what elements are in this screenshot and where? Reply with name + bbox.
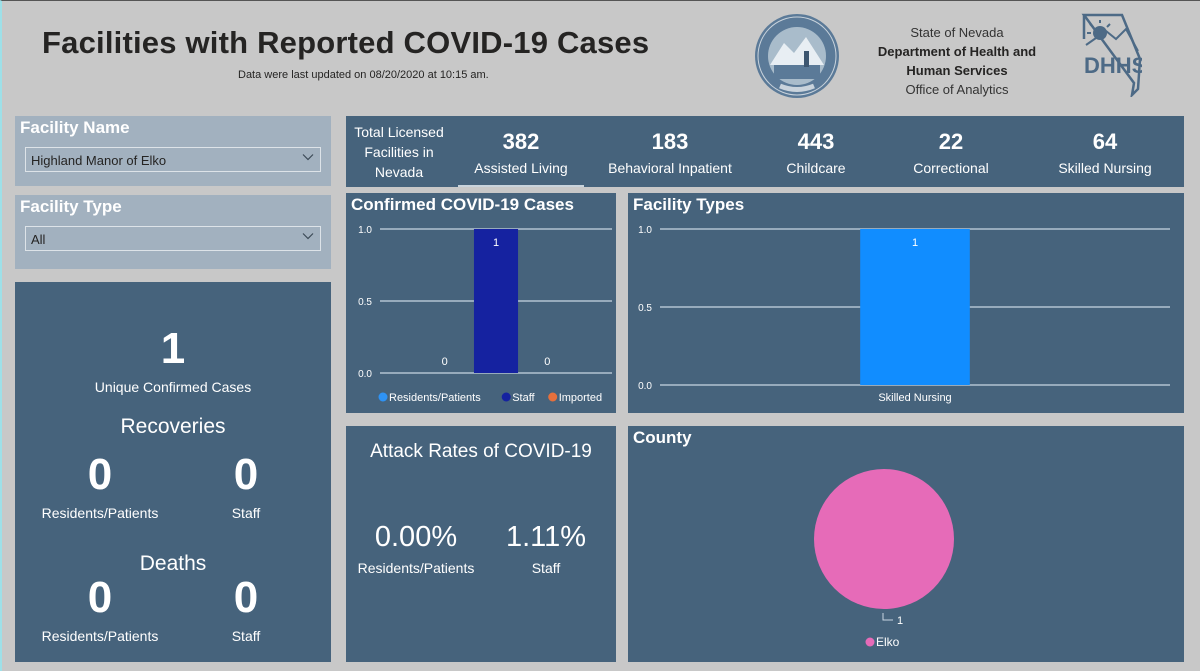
total-value: 443: [797, 129, 835, 154]
chevron-down-icon: [302, 154, 314, 161]
pie-slice-elko: [814, 469, 954, 609]
legend-marker: [865, 637, 875, 647]
total-value: 183: [651, 129, 689, 154]
deaths-staff-value: 0: [233, 573, 259, 622]
leader-line: [882, 613, 893, 621]
total-correctional[interactable]: 22 Correctional: [896, 129, 1006, 176]
total-value: 64: [1092, 129, 1118, 154]
svg-text:DHHS: DHHS: [1084, 53, 1142, 78]
org-office: Office of Analytics: [905, 82, 1009, 97]
confirmed-cases-chart-panel: Confirmed COVID-19 Cases 0.0 0.5 1.0 0 1 0 Res…: [346, 193, 616, 413]
dhhs-logo-icon: DHHS: [1081, 13, 1142, 97]
y-tick-label: 1.0: [358, 225, 372, 236]
chart-title: County: [633, 428, 692, 447]
data-label: 0: [544, 356, 550, 368]
total-behavioral-inpatient[interactable]: 183 Behavioral Inpatient: [596, 129, 744, 176]
total-value: 382: [502, 129, 540, 154]
attack-rate-staff: 1.11% Staff: [496, 521, 596, 576]
page-title: Facilities with Reported COVID-19 Cases: [42, 25, 650, 60]
chart-title: Confirmed COVID-19 Cases: [351, 195, 574, 214]
legend-label: Elko: [876, 635, 900, 649]
attack-rate-residents: 0.00% Residents/Patients: [346, 521, 486, 576]
facility-name-label: Facility Name: [20, 118, 130, 137]
county-pie-chart: 1 Elko: [814, 469, 954, 649]
recoveries-heading: Recoveries: [120, 415, 226, 438]
total-label: Assisted Living: [474, 160, 568, 176]
organization-block: State of Nevada Department of Health and…: [862, 23, 1052, 99]
total-label: Childcare: [786, 160, 846, 176]
data-label: 0: [442, 356, 448, 368]
chart-title: Facility Types: [633, 195, 745, 214]
facility-name-slicer: Facility Name Highland Manor of Elko: [15, 116, 331, 186]
org-state: State of Nevada: [910, 25, 1004, 40]
total-label: Skilled Nursing: [1058, 160, 1152, 176]
total-skilled-nursing[interactable]: 64 Skilled Nursing: [1046, 129, 1164, 176]
unique-cases-value: 1: [160, 324, 186, 373]
data-label: 1: [912, 237, 918, 249]
legend-label: Staff: [512, 392, 535, 404]
facility-type-value: All: [31, 232, 46, 247]
recoveries-staff-value: 0: [233, 450, 259, 499]
bar-staff: [473, 229, 519, 373]
total-value: 22: [938, 129, 964, 154]
attack-rates-title: Attack Rates of COVID-19: [370, 441, 592, 462]
facility-type-dropdown[interactable]: All: [25, 226, 321, 251]
legend-marker: [548, 392, 558, 402]
total-label: Correctional: [913, 160, 989, 176]
deaths-staff-label: Staff: [231, 628, 261, 644]
recoveries-residents-value: 0: [87, 450, 113, 499]
total-label: Behavioral Inpatient: [608, 160, 732, 176]
y-tick-label: 0.5: [638, 303, 652, 314]
case-summary-panel: 1 Unique Confirmed Cases Recoveries 0 Re…: [15, 282, 331, 662]
attack-rate-residents-label: Residents/Patients: [357, 560, 475, 576]
chevron-down-icon: [302, 233, 314, 240]
total-childcare[interactable]: 443 Childcare: [764, 129, 868, 176]
selected-tab-indicator: [458, 185, 584, 187]
y-tick-label: 0.0: [638, 381, 652, 392]
total-assisted-living[interactable]: 382 Assisted Living: [458, 129, 584, 176]
facility-type-label: Facility Type: [20, 197, 122, 216]
total-facilities-label: Total Licensed Facilities in Nevada: [354, 124, 444, 180]
facility-name-value: Highland Manor of Elko: [31, 153, 167, 168]
attack-rate-staff-label: Staff: [531, 560, 561, 576]
org-department-cont: Human Services: [906, 63, 1008, 78]
y-tick-label: 1.0: [638, 225, 652, 236]
facility-name-dropdown[interactable]: Highland Manor of Elko: [25, 147, 321, 172]
county-chart-panel: County 1 Elko: [628, 426, 1184, 662]
legend-marker: [378, 392, 388, 402]
recoveries-staff-label: Staff: [231, 505, 261, 521]
attack-rate-residents-value: 0.00%: [374, 521, 458, 553]
deaths-heading: Deaths: [139, 552, 207, 575]
unique-cases-label: Unique Confirmed Cases: [94, 379, 252, 395]
org-department: Department of Health and: [877, 44, 1037, 59]
legend-marker: [501, 392, 511, 402]
deaths-residents-label: Residents/Patients: [41, 628, 159, 644]
attack-rates-panel: Attack Rates of COVID-19 0.00% Residents…: [346, 426, 616, 662]
y-tick-label: 0.0: [358, 369, 372, 380]
deaths-residents-value: 0: [87, 573, 113, 622]
bar-skilled-nursing: [860, 229, 970, 385]
nevada-state-seal-icon: [755, 14, 839, 98]
facility-types-chart: 0.0 0.5 1.0 1 Skilled Nursing: [638, 225, 1170, 404]
last-updated-text: Data were last updated on 08/20/2020 at …: [238, 69, 489, 81]
attack-rate-staff-value: 1.11%: [505, 521, 587, 553]
facility-types-chart-panel: Facility Types 0.0 0.5 1.0 1 Skilled Nursing: [628, 193, 1184, 413]
legend-label: Imported: [559, 392, 602, 404]
facility-type-slicer: Facility Type All: [15, 195, 331, 269]
recoveries-residents-label: Residents/Patients: [41, 505, 159, 521]
data-label: 1: [493, 237, 499, 249]
confirmed-cases-chart: 0.0 0.5 1.0 0 1 0 Residents/Patients Staff Impor…: [358, 225, 612, 404]
legend-label: Residents/Patients: [389, 392, 481, 404]
y-tick-label: 0.5: [358, 297, 372, 308]
total-facilities-banner: Total Licensed Facilities in Nevada 382 …: [346, 116, 1184, 187]
data-label: 1: [897, 615, 903, 627]
x-tick-label: Skilled Nursing: [878, 392, 951, 404]
